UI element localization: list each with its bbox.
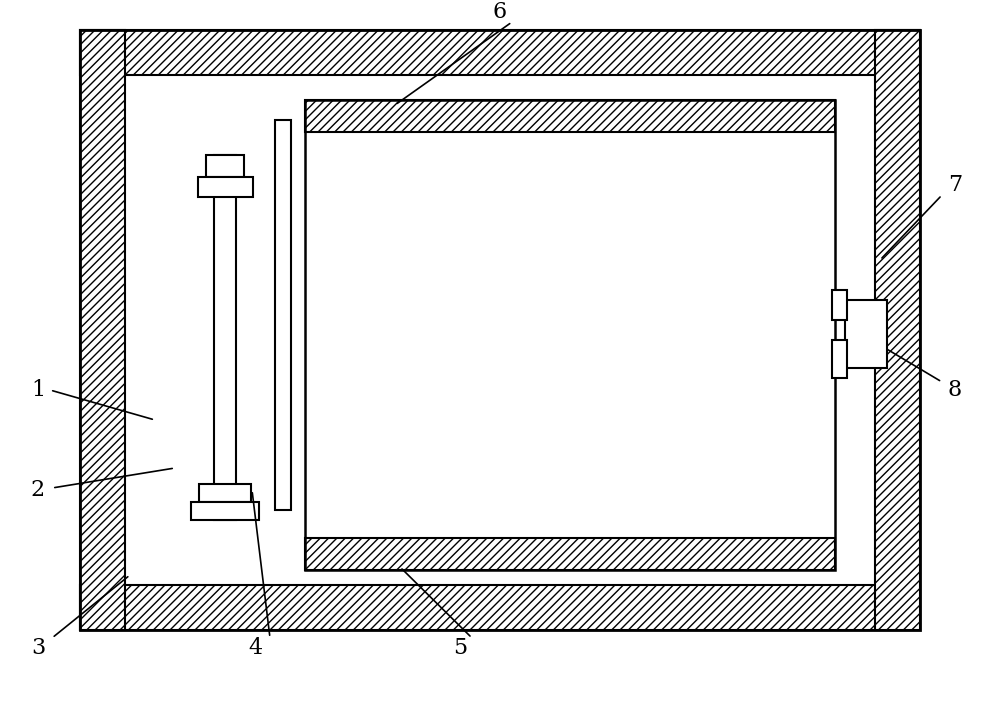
Bar	[305, 538, 835, 570]
Bar	[80, 30, 920, 75]
Bar	[845, 300, 887, 368]
Bar	[875, 30, 920, 630]
Bar	[214, 155, 236, 520]
Bar	[305, 100, 835, 570]
Bar	[305, 100, 835, 132]
Bar	[125, 75, 875, 585]
Text: 1: 1	[31, 379, 45, 401]
Text: 4: 4	[248, 637, 262, 659]
Bar	[199, 484, 251, 502]
Text: 2: 2	[31, 479, 45, 501]
Text: 3: 3	[31, 637, 45, 659]
Text: 6: 6	[493, 1, 507, 23]
Bar	[191, 502, 259, 520]
Bar	[832, 290, 847, 320]
Bar	[832, 340, 847, 378]
Text: 5: 5	[453, 637, 467, 659]
Bar	[275, 120, 291, 510]
Text: 7: 7	[948, 174, 962, 196]
Text: 8: 8	[948, 379, 962, 401]
Bar	[80, 30, 920, 630]
Bar	[198, 177, 252, 197]
Bar	[337, 132, 803, 538]
Bar	[80, 585, 920, 630]
Bar	[206, 155, 244, 177]
Bar	[80, 30, 125, 630]
